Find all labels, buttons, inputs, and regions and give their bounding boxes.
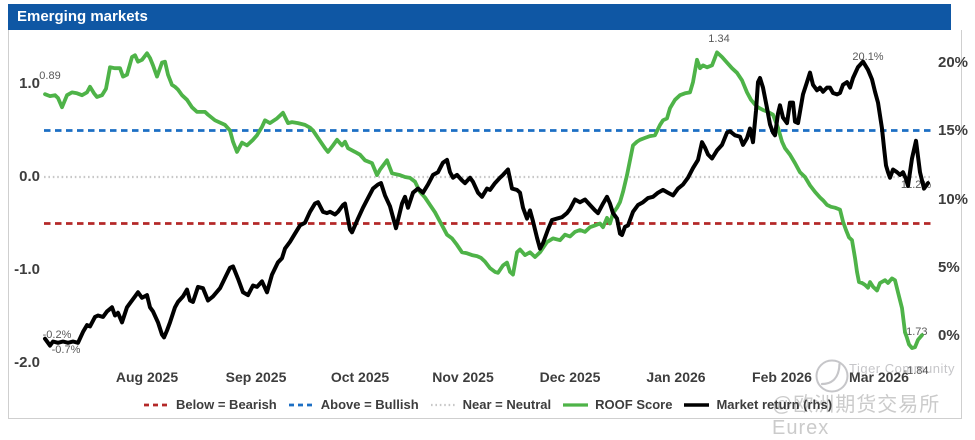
x-axis-tick: Mar 2026 — [849, 369, 909, 385]
series-line — [43, 50, 924, 351]
legend-label: Market return (rhs) — [716, 397, 833, 412]
x-axis-tick: Sep 2025 — [225, 369, 287, 385]
legend: Below = Bearish Above = Bullish Near = Neu… — [0, 397, 975, 412]
data-label: -0.2% — [42, 329, 72, 341]
legend-item: ROOF Score — [562, 397, 672, 412]
left-axis-tick: 0.0 — [19, 168, 40, 185]
legend-item: Market return (rhs) — [683, 397, 832, 412]
data-label: 0.89 — [39, 70, 61, 82]
left-axis-tick: -1.0 — [14, 261, 40, 278]
data-label: 20.1% — [852, 51, 884, 63]
watermark-source-text: @欧洲期货交易所Eurex — [772, 394, 941, 439]
legend-label: Below = Bearish — [175, 397, 277, 412]
legend-label: Above = Bullish — [320, 397, 419, 412]
right-axis-tick: 10% — [938, 190, 969, 208]
watermark-logo-icon — [815, 359, 849, 393]
data-label: -1.84 — [903, 365, 929, 377]
x-axis-tick: Feb 2026 — [752, 369, 812, 385]
left-axis-tick: 1.0 — [19, 75, 40, 92]
left-axis-tick: -2.0 — [14, 354, 40, 371]
chart-title-bar: Emerging markets — [8, 4, 951, 30]
legend-item: Near = Neutral — [430, 397, 552, 412]
legend-marker — [563, 402, 589, 407]
legend-item: Below = Bearish — [143, 397, 277, 412]
right-axis-tick: 5% — [938, 258, 960, 276]
plot-svg — [43, 50, 931, 351]
x-axis-tick: Oct 2025 — [330, 369, 390, 385]
plot-frame — [8, 30, 962, 419]
right-axis-tick: 15% — [938, 122, 969, 140]
legend-label: ROOF Score — [595, 397, 673, 412]
legend-label: Near = Neutral — [462, 397, 552, 412]
data-label: 1.34 — [708, 33, 730, 45]
chart-card: Emerging markets 0.89 1.34 20.1% 11.2% -0.2%… — [0, 4, 975, 439]
x-axis-tick: Jan 2026 — [646, 369, 706, 385]
watermark-community-text: Tiger Community — [849, 361, 955, 376]
x-axis-tick: Nov 2025 — [432, 369, 494, 385]
series-line — [43, 59, 930, 348]
legend-marker — [143, 403, 169, 406]
legend-marker — [684, 402, 710, 407]
legend-marker — [288, 403, 314, 406]
x-axis-tick: Aug 2025 — [115, 369, 179, 385]
chart-title: Emerging markets — [17, 8, 148, 25]
right-axis-tick: 0% — [938, 327, 960, 344]
data-label: -0.7% — [51, 344, 81, 356]
right-axis-tick: 20% — [938, 54, 969, 71]
x-axis-tick: Dec 2025 — [539, 369, 601, 385]
legend-item: Above = Bullish — [288, 397, 419, 412]
